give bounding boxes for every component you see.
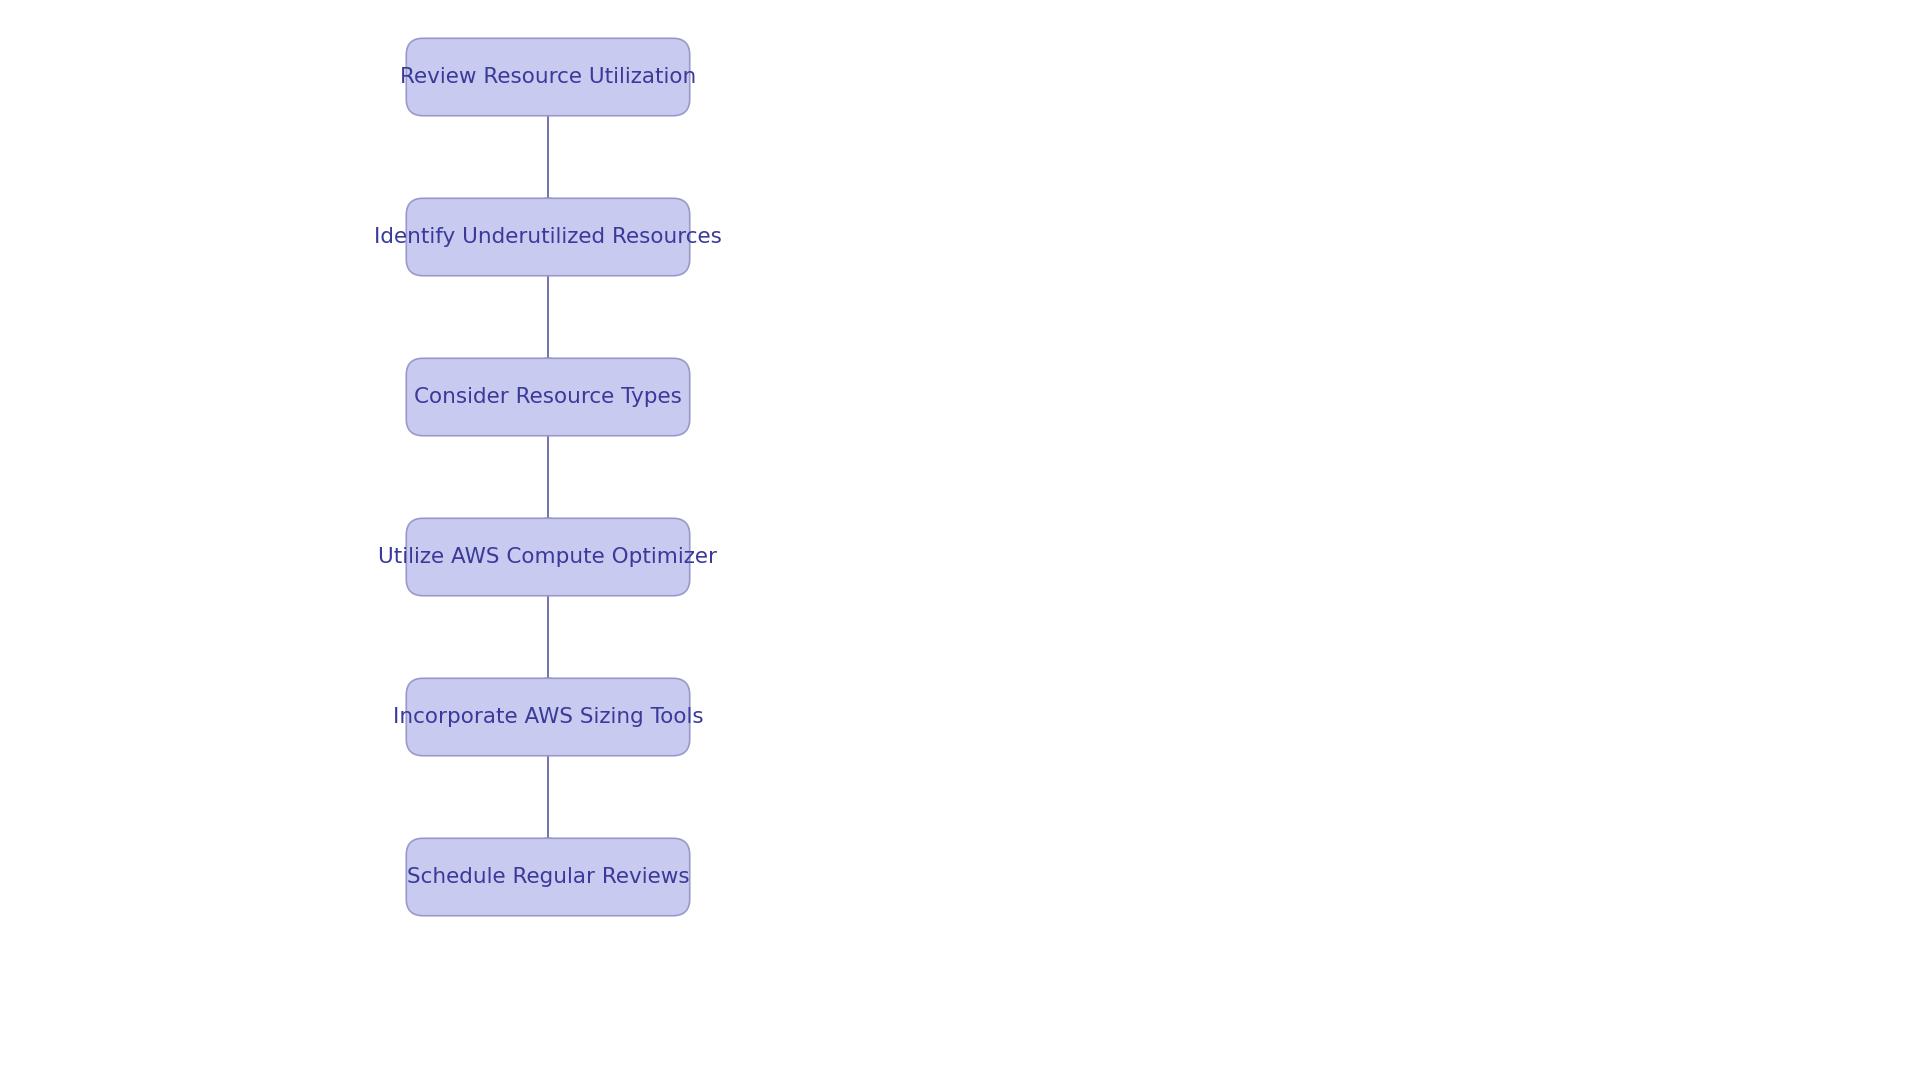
Text: Consider Resource Types: Consider Resource Types	[415, 387, 682, 407]
FancyBboxPatch shape	[407, 198, 689, 276]
FancyBboxPatch shape	[407, 678, 689, 756]
Text: Identify Underutilized Resources: Identify Underutilized Resources	[374, 227, 722, 247]
Text: Incorporate AWS Sizing Tools: Incorporate AWS Sizing Tools	[394, 707, 703, 727]
Text: Review Resource Utilization: Review Resource Utilization	[399, 67, 697, 87]
FancyBboxPatch shape	[407, 838, 689, 916]
FancyBboxPatch shape	[407, 358, 689, 435]
FancyBboxPatch shape	[407, 38, 689, 116]
Text: Schedule Regular Reviews: Schedule Regular Reviews	[407, 867, 689, 887]
FancyBboxPatch shape	[407, 519, 689, 596]
Text: Utilize AWS Compute Optimizer: Utilize AWS Compute Optimizer	[378, 547, 718, 567]
